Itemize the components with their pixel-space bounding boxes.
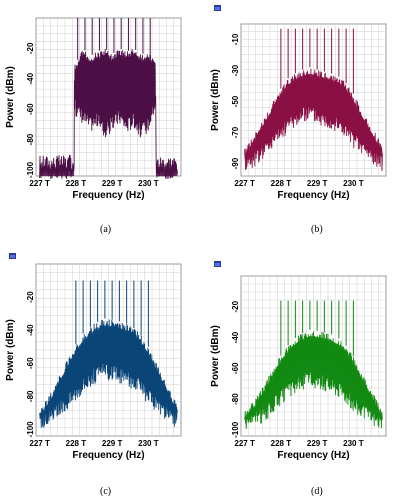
y-tick-label: -40 bbox=[26, 72, 35, 84]
x-tick-label: 227 T bbox=[234, 439, 255, 448]
chart-panel-c: -20 -40 -60 -80 -100 227 T 228 T 229 T 230 T Freq… bbox=[0, 248, 205, 504]
y-tick-label: -100 bbox=[231, 421, 240, 438]
y-tick-label: -60 bbox=[26, 357, 35, 369]
x-tick-label: 229 T bbox=[102, 439, 123, 448]
y-tick-label: -80 bbox=[231, 393, 240, 405]
y-tick-label: -40 bbox=[26, 324, 35, 336]
y-axis-label: Power (dBm) bbox=[5, 319, 16, 381]
app-icon bbox=[214, 5, 221, 11]
y-tick-label: -80 bbox=[26, 133, 35, 145]
x-tick-label: 229 T bbox=[102, 179, 123, 188]
x-tick-label: 228 T bbox=[66, 179, 87, 188]
x-tick-label: 228 T bbox=[66, 439, 87, 448]
x-axis-label: Frequency (Hz) bbox=[277, 190, 349, 201]
y-tick-label: -100 bbox=[26, 421, 35, 438]
y-tick-label: -100 bbox=[26, 161, 35, 178]
spectrum-core bbox=[244, 73, 383, 160]
y-tick-label: -80 bbox=[26, 390, 35, 402]
y-tick-label: -10 bbox=[231, 33, 240, 45]
y-tick-label: -20 bbox=[26, 42, 35, 54]
y-tick-label: -90 bbox=[231, 157, 240, 169]
chart-panel-a: -20 -40 -60 -80 -100 227 T 228 T 229 T 230 T Freq… bbox=[0, 0, 205, 240]
x-tick-label: 227 T bbox=[29, 179, 50, 188]
chart-panel-d: -20 -40 -60 -80 -100 227 T 228 T 229 T 230 T Freq… bbox=[205, 248, 410, 504]
x-axis-label: Frequency (Hz) bbox=[72, 190, 144, 201]
spectrum-core bbox=[39, 54, 178, 176]
y-tick-label: -20 bbox=[26, 291, 35, 303]
y-tick-label: -70 bbox=[231, 126, 240, 138]
y-tick-label: -60 bbox=[231, 362, 240, 374]
caption-c: (c) bbox=[100, 486, 112, 497]
y-tick-label: -30 bbox=[231, 64, 240, 76]
y-tick-label: -40 bbox=[231, 331, 240, 343]
y-tick-label: -20 bbox=[231, 300, 240, 312]
y-axis-label: Power (dBm) bbox=[210, 325, 221, 387]
app-icon bbox=[9, 253, 16, 259]
x-tick-label: 230 T bbox=[138, 439, 159, 448]
x-tick-label: 230 T bbox=[343, 179, 364, 188]
x-tick-label: 229 T bbox=[307, 179, 328, 188]
y-tick-label: -50 bbox=[231, 95, 240, 107]
chart-panel-b: -10 -30 -50 -70 -90 227 T 228 T 229 T 230 T Frequ… bbox=[205, 0, 410, 240]
x-tick-label: 230 T bbox=[138, 179, 159, 188]
x-axis-label: Frequency (Hz) bbox=[72, 450, 144, 461]
x-tick-label: 229 T bbox=[307, 439, 328, 448]
spectrum-core bbox=[244, 336, 383, 421]
x-tick-label: 230 T bbox=[343, 439, 364, 448]
x-tick-label: 228 T bbox=[271, 439, 292, 448]
y-axis-label: Power (dBm) bbox=[5, 66, 16, 128]
caption-d: (d) bbox=[311, 486, 323, 497]
caption-a: (a) bbox=[100, 224, 112, 235]
x-tick-label: 227 T bbox=[234, 179, 255, 188]
spectrum-core bbox=[39, 325, 178, 420]
caption-b: (b) bbox=[311, 224, 323, 235]
spectrum-chart-b: -10 -30 -50 -70 -90 227 T 228 T 229 T 230 T Frequ… bbox=[210, 23, 387, 201]
x-axis-label: Frequency (Hz) bbox=[277, 450, 349, 461]
x-tick-label: 228 T bbox=[271, 179, 292, 188]
y-axis-label: Power (dBm) bbox=[210, 69, 221, 131]
x-tick-label: 227 T bbox=[29, 439, 50, 448]
y-tick-label: -60 bbox=[26, 103, 35, 115]
app-icon bbox=[214, 261, 221, 267]
